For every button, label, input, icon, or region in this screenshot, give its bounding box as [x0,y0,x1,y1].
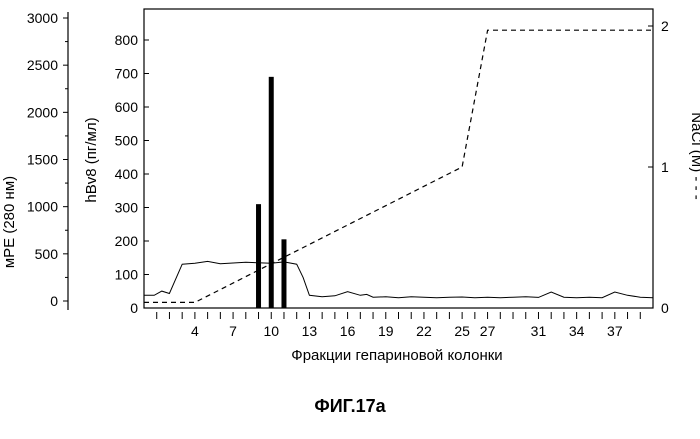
mpe-tick-label: 3000 [27,10,58,26]
absorbance-profile-line [144,261,653,297]
mpe-tick-label: 0 [50,293,58,309]
hbv8-tick-label: 200 [115,233,139,249]
nacl-tick-label: 1 [661,159,669,175]
mpe-tick-label: 2000 [27,104,58,120]
hbv8-tick-label: 400 [115,166,139,182]
mpe-tick-label: 1500 [27,152,58,168]
nacl-tick-label: 2 [661,18,669,34]
x-tick-label: 34 [569,323,585,339]
hbv8-tick-label: 500 [115,133,139,149]
x-tick-label: 7 [229,323,237,339]
plot-frame [144,9,653,308]
mpe-tick-label: 500 [35,246,59,262]
plot-area [144,9,653,308]
x-tick-label: 25 [454,323,470,339]
x-tick-label: 31 [531,323,547,339]
figure-caption: ФИГ.17а [0,396,700,417]
nacl-tick-label: 0 [661,300,669,316]
mpe-tick-label: 2500 [27,57,58,73]
hbv8-tick-label: 0 [130,300,138,316]
hbv8-bar [269,77,274,308]
hbv8-bar [281,239,286,308]
hbv8-tick-label: 600 [115,99,139,115]
series [144,30,653,308]
nacl-axis-label: NaCl (M) - - - [688,112,700,199]
hbv8-tick-label: 300 [115,200,139,216]
hbv8-tick-label: 800 [115,32,139,48]
x-tick-label: 27 [480,323,496,339]
hbv8-bar [256,204,261,308]
x-axis-label: Фракции гепариновой колонки [291,347,502,364]
hbv8-tick-label: 100 [115,267,139,283]
x-tick-label: 10 [263,323,279,339]
x-tick-label: 16 [340,323,356,339]
mpe-axis: 0 500 1000 1500 2000 2500 3000 [27,10,68,310]
mpe-tick-label: 1000 [27,199,58,215]
x-tick-label: 37 [607,323,623,339]
nacl-axis: 0 1 2 [648,18,669,316]
hbv8-axis-label: hBv8 (пг/мл) [83,117,100,202]
x-axis: 4 7 10 13 16 19 22 25 27 31 34 37 [157,312,641,339]
x-tick-label: 19 [378,323,394,339]
x-tick-label: 13 [302,323,318,339]
nacl-gradient-line [144,30,653,302]
mpe-axis-label: мРЕ (280 нм) [1,176,18,268]
x-tick-label: 4 [191,323,199,339]
x-tick-label: 22 [416,323,432,339]
hbv8-tick-label: 700 [115,66,139,82]
